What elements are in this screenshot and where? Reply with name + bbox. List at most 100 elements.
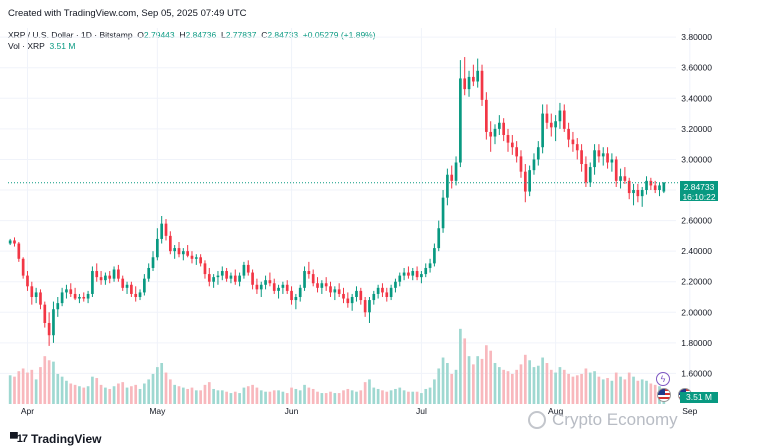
volume-bar [125, 387, 129, 404]
candle-body [454, 162, 458, 181]
candle-body [181, 251, 185, 255]
volume-bar [472, 364, 475, 404]
candle-body [415, 271, 419, 278]
us-flag-icon[interactable] [657, 388, 671, 402]
candle-body [645, 180, 648, 191]
candle-body [394, 281, 397, 288]
candle-body [558, 110, 562, 122]
volume-bar [138, 388, 142, 404]
candle-body [17, 243, 21, 259]
volume-bar [86, 386, 90, 404]
candle-body [246, 264, 250, 273]
volume-bar [342, 390, 345, 404]
candle-body [238, 275, 241, 282]
candle-body [662, 182, 666, 192]
tradingview-logo[interactable]: ▀17 TradingView [10, 432, 102, 446]
candle-body [95, 271, 99, 278]
volume-bar [121, 382, 125, 404]
candle-body [30, 286, 34, 298]
volume-bar [420, 393, 423, 404]
volume-bar [264, 391, 267, 404]
candle-body [376, 287, 380, 294]
candle-body [355, 290, 358, 298]
candle-body [220, 271, 224, 276]
volume-bar [181, 387, 185, 404]
volume-bar [56, 373, 60, 404]
volume-bar [311, 388, 315, 404]
volume-bar [108, 388, 112, 404]
candle-body [575, 144, 579, 151]
volume-bar [52, 361, 55, 404]
candle-body [134, 293, 138, 298]
volume-bar [272, 390, 276, 404]
candle-body [528, 170, 531, 192]
candle-body [433, 248, 436, 264]
open-value: 2.79443 [143, 30, 175, 40]
candle-body [78, 297, 81, 299]
volume-bar [506, 371, 510, 404]
volume-bar [446, 363, 449, 404]
volume-bar [519, 364, 523, 404]
candle-body [402, 272, 406, 276]
candle-body [207, 274, 211, 282]
volume-bar [402, 390, 406, 404]
volume-bar [584, 368, 588, 404]
candle-body [337, 289, 341, 294]
volume-bar [233, 391, 237, 404]
close-label: C [261, 30, 268, 40]
candle-body [21, 258, 25, 276]
candle-body [588, 167, 592, 183]
price-tick-label: 3.20000 [681, 124, 712, 134]
lightning-icon[interactable]: ϟ [656, 372, 670, 386]
last-price-value: 2.84733 [683, 182, 715, 192]
volume-bar [307, 387, 311, 404]
candle-body [632, 190, 635, 194]
volume-bar [60, 376, 64, 404]
volume-bar [437, 368, 441, 404]
volume-bar [554, 372, 557, 404]
candle-body [60, 292, 64, 304]
candle-body [476, 70, 480, 82]
volume-bar [69, 383, 73, 404]
candle-body [117, 269, 120, 279]
volume-bar [355, 391, 358, 404]
candle-body [459, 78, 462, 163]
volume-bar [246, 386, 250, 404]
candle-body [186, 251, 189, 256]
candle-body [502, 122, 506, 135]
volume-bar [623, 379, 627, 404]
candle-body [91, 271, 94, 294]
candle-body [658, 185, 661, 191]
candle-body [130, 284, 133, 294]
volume-bar [411, 391, 415, 404]
candle-body [359, 290, 363, 301]
candlesticks [8, 57, 666, 346]
candle-body [472, 76, 475, 82]
volume-bar [324, 393, 328, 404]
candle-body [610, 159, 614, 163]
volume-bar [645, 380, 648, 404]
symbol-label[interactable]: XRP / U.S. Dollar · 1D · Bitstamp [8, 30, 133, 40]
volume-bar [614, 372, 618, 404]
candle-body [143, 278, 146, 293]
candle-body [39, 292, 42, 305]
candle-body [168, 235, 172, 252]
volume-bar [597, 376, 601, 404]
candle-body [56, 303, 60, 310]
volume-bar [558, 367, 562, 404]
candle-body [532, 159, 536, 171]
volume-bar [528, 360, 531, 404]
volume-bar [571, 376, 575, 404]
volume-bar [485, 345, 488, 404]
price-tick-label: 2.00000 [681, 307, 712, 317]
volume-bar [398, 387, 402, 404]
candle-body [623, 176, 627, 181]
candle-body [398, 275, 402, 282]
volume-bar [515, 369, 518, 404]
volume-label[interactable]: Vol · XRP [8, 41, 45, 51]
volume-bar [285, 393, 289, 404]
volume-bar [290, 387, 293, 404]
high-label: H [179, 30, 186, 40]
